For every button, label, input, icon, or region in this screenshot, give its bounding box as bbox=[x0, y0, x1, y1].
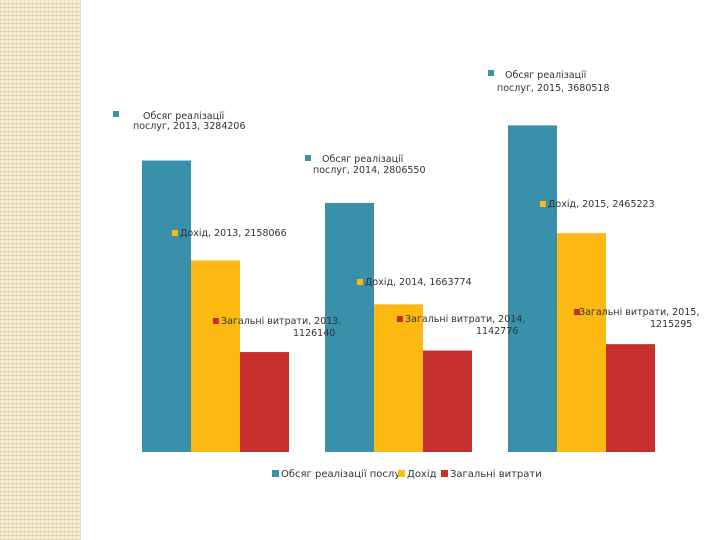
legend-swatch-2 bbox=[441, 470, 448, 477]
data-label-2014-series-0-line-1: послуг, 2014, 2806550 bbox=[313, 165, 426, 176]
data-label-2013-series-2-line-0: Загальні витрати, 2013, bbox=[221, 316, 341, 327]
data-label-2013-series-0-line-1: послуг, 2013, 3284206 bbox=[133, 121, 246, 132]
data-label-2013-series-1-line-0: Дохід, 2013, 2158066 bbox=[180, 228, 287, 239]
data-label-marker-2015-series-2 bbox=[574, 309, 580, 315]
data-label-marker-2015-series-0 bbox=[488, 70, 494, 76]
data-label-2013-series-2-line-1: 1126140 bbox=[293, 328, 335, 339]
legend-swatch-1 bbox=[398, 470, 405, 477]
decorative-divider bbox=[80, 0, 81, 540]
data-label-marker-2015-series-1 bbox=[540, 201, 546, 207]
bar-2014-series-0 bbox=[325, 202, 374, 452]
data-label-2015-series-0-line-1: послуг, 2015, 3680518 bbox=[497, 83, 610, 94]
data-label-marker-2014-series-2 bbox=[397, 316, 403, 322]
data-label-marker-2014-series-0 bbox=[305, 155, 311, 161]
legend-label-1: Дохід bbox=[407, 468, 437, 480]
data-label-2014-series-1-line-0: Дохід, 2014, 1663774 bbox=[365, 277, 472, 288]
bar-2013-series-2 bbox=[240, 352, 289, 452]
data-label-marker-2013-series-1 bbox=[172, 230, 178, 236]
data-label-2014-series-0-line-0: Обсяг реалізації bbox=[322, 154, 404, 165]
legend-swatch-0 bbox=[272, 470, 279, 477]
data-label-2015-series-2-line-1: 1215295 bbox=[650, 319, 692, 330]
bar-2015-series-2 bbox=[606, 344, 655, 452]
data-label-2015-series-2-line-0: Загальні витрати, 2015, bbox=[579, 307, 699, 318]
data-label-marker-2013-series-2 bbox=[213, 318, 219, 324]
data-label-2014-series-2-line-1: 1142776 bbox=[476, 326, 518, 337]
bar-2013-series-0 bbox=[142, 160, 191, 452]
bar-2014-series-2 bbox=[423, 350, 472, 452]
data-label-2015-series-1-line-0: Дохід, 2015, 2465223 bbox=[548, 199, 655, 210]
data-label-2013-series-0-line-0: Обсяг реалізації bbox=[143, 111, 225, 122]
decorative-pattern-strip bbox=[0, 0, 80, 540]
legend-label-2: Загальні витрати bbox=[450, 468, 542, 480]
legend-label-0: Обсяг реалізації послуг bbox=[281, 468, 406, 480]
bar-2014-series-1 bbox=[374, 304, 423, 452]
bar-2013-series-1 bbox=[191, 260, 240, 452]
data-label-2014-series-2-line-0: Загальні витрати, 2014, bbox=[405, 314, 525, 325]
data-label-marker-2013-series-0 bbox=[113, 111, 119, 117]
data-label-2015-series-0-line-0: Обсяг реалізації bbox=[505, 70, 587, 81]
bar-2015-series-0 bbox=[508, 125, 557, 452]
bar-2015-series-1 bbox=[557, 233, 606, 452]
data-label-marker-2014-series-1 bbox=[357, 279, 363, 285]
